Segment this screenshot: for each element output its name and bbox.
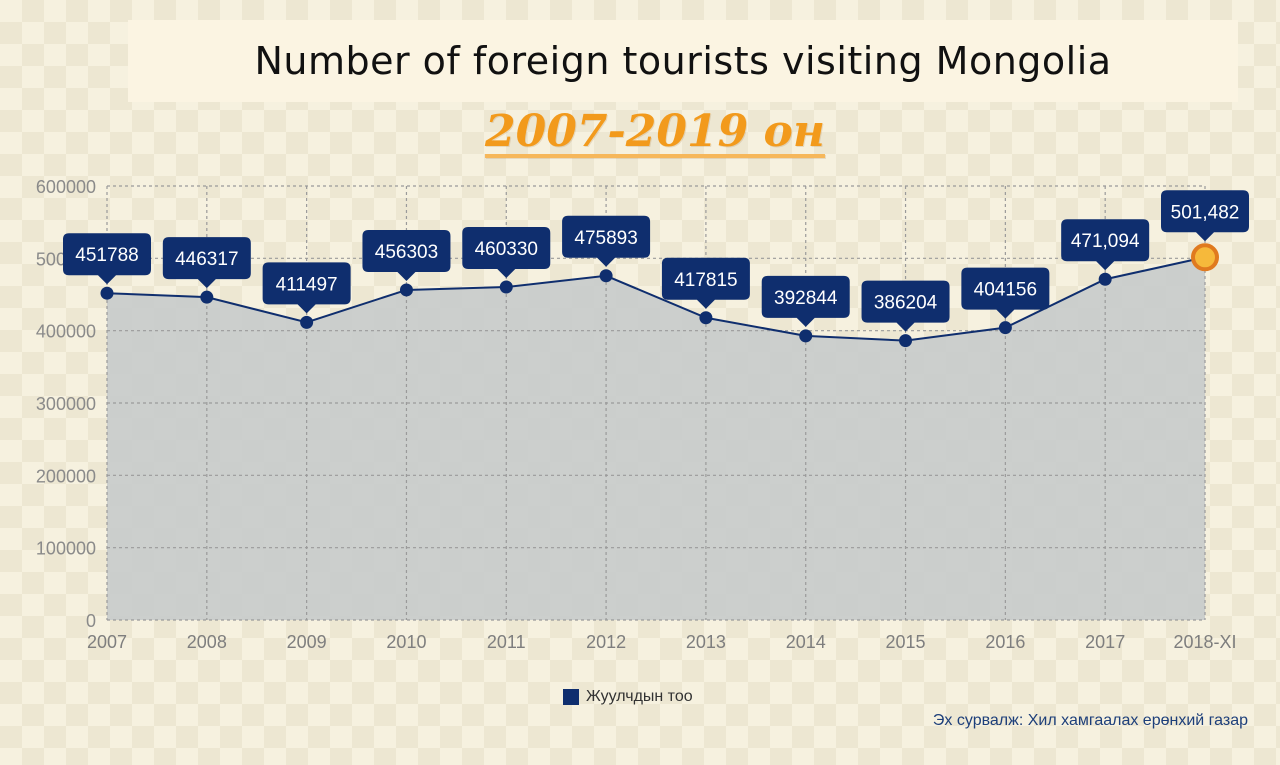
data-point [899, 334, 913, 348]
data-label-callout [462, 227, 551, 279]
x-tick-label: 2011 [487, 632, 526, 652]
x-tick-label: 2008 [187, 632, 227, 652]
data-label-callout [1061, 219, 1150, 271]
y-tick-label: 600000 [36, 177, 96, 197]
data-label-callout [63, 233, 151, 285]
x-tick-label: 2017 [1085, 632, 1125, 652]
data-point [599, 269, 613, 283]
data-point [200, 290, 214, 304]
chart-title: Number of foreign tourists visiting Mong… [254, 39, 1112, 83]
data-point [499, 280, 513, 294]
data-label: 501,482 [1171, 202, 1240, 223]
data-label: 392844 [774, 288, 838, 309]
data-label: 386204 [874, 293, 938, 314]
data-label: 451788 [75, 245, 138, 266]
x-tick-label: 2014 [786, 632, 826, 652]
data-point [1098, 272, 1112, 286]
data-label-callout [961, 267, 1050, 319]
data-label: 475893 [574, 228, 637, 249]
x-tick-label: 2018-XI [1173, 632, 1236, 652]
data-label-callout [1161, 190, 1249, 242]
legend-swatch [563, 689, 579, 705]
data-label-callout [861, 280, 950, 332]
data-label-callout [362, 229, 451, 281]
x-tick-label: 2007 [87, 632, 127, 652]
data-label-callout [761, 275, 850, 327]
data-label: 456303 [375, 242, 438, 263]
data-label-callout [562, 215, 651, 267]
y-tick-label: 200000 [36, 466, 96, 486]
y-tick-label: 300000 [36, 394, 96, 414]
title-banner: Number of foreign tourists visiting Mong… [128, 20, 1238, 102]
data-label: 411497 [276, 274, 338, 295]
data-label-callout [661, 257, 750, 309]
data-label: 446317 [175, 249, 238, 270]
data-label-callout [162, 237, 251, 289]
highlight-point [1191, 243, 1219, 272]
x-tick-label: 2013 [686, 632, 726, 652]
data-point [799, 329, 813, 343]
data-point [998, 321, 1012, 335]
legend: Жуулчдын тоо [563, 688, 693, 706]
y-tick-label: 100000 [36, 539, 96, 559]
series-line [106, 256, 1206, 342]
data-point [699, 311, 713, 325]
data-label-callout [262, 262, 351, 314]
x-tick-label: 2015 [886, 632, 926, 652]
data-label: 404156 [974, 280, 1037, 301]
source-note: Эх сурвалж: Хил хамгаалах ерөнхий газар [932, 712, 1248, 729]
y-tick-label: 400000 [36, 322, 96, 342]
data-point [399, 283, 413, 297]
area-fill [107, 257, 1205, 620]
data-point [300, 315, 314, 329]
data-label: 417815 [674, 270, 737, 291]
x-tick-label: 2009 [287, 632, 327, 652]
x-tick-label: 2010 [386, 632, 426, 652]
data-label: 460330 [475, 239, 538, 260]
x-tick-label: 2012 [586, 632, 626, 652]
x-tick-label: 2016 [985, 632, 1025, 652]
data-point [100, 286, 114, 300]
data-label: 471,094 [1071, 231, 1140, 252]
chart-subtitle: 2007-2019 он [485, 106, 825, 157]
y-tick-label: 0 [86, 611, 96, 631]
legend-label: Жуулчдын тоо [586, 688, 693, 705]
